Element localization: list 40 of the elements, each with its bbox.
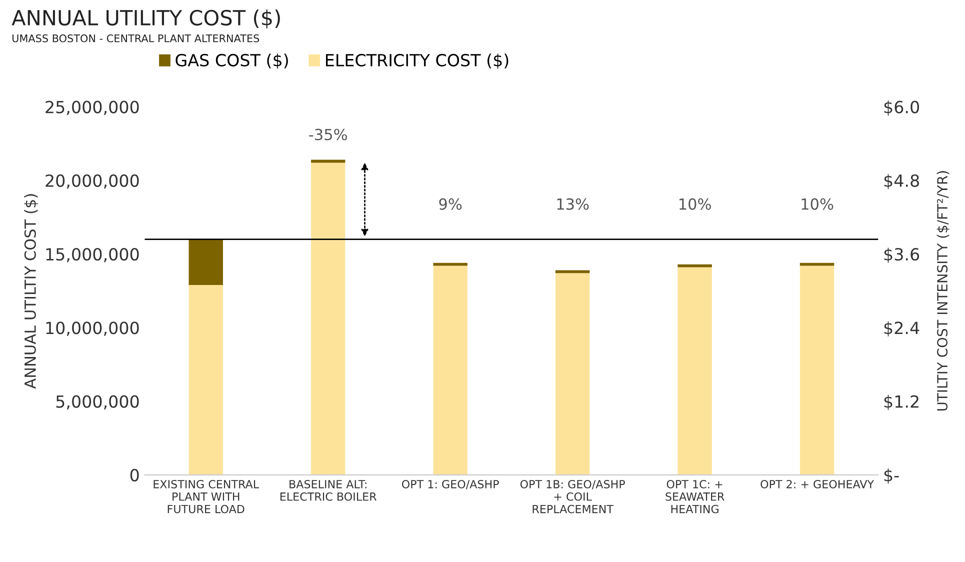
bar bbox=[800, 262, 834, 266]
y-axis-title: ANNUAL UTILTIY COST ($) bbox=[24, 194, 38, 389]
annotation: 9% bbox=[439, 198, 462, 210]
x-tick-label: EXISTING CENTRAL PLANT WITH FUTURE LOAD bbox=[154, 480, 260, 514]
annotation: -35% bbox=[309, 128, 347, 140]
bar bbox=[433, 262, 468, 266]
y2-tick-label: $1.2 bbox=[884, 394, 918, 410]
y2-tick-label: $6.0 bbox=[884, 100, 920, 116]
y-tick-label: 15,000,000 bbox=[46, 248, 139, 262]
y-tick-label: 5,000,000 bbox=[56, 395, 139, 410]
chart-subtitle: UMASS BOSTON - CENTRAL PLANT ALTERNATES bbox=[12, 34, 260, 42]
legend-label: ELECTRICITY COST ($) bbox=[326, 54, 508, 69]
annotation: 13% bbox=[557, 198, 589, 210]
x-tick-label: OPT 1: GEO/ASHP bbox=[402, 480, 499, 490]
y-tick-label: 20,000,000 bbox=[46, 174, 139, 189]
bar bbox=[678, 264, 712, 268]
y2-tick-label: $3.6 bbox=[884, 248, 920, 263]
bar bbox=[188, 284, 223, 475]
y-tick-label: 0 bbox=[130, 468, 139, 482]
y-tick-label: 10,000,000 bbox=[46, 322, 139, 336]
bar bbox=[678, 267, 712, 475]
x-tick-label: OPT 2: + GEOHEAVY bbox=[760, 480, 874, 488]
bar bbox=[555, 270, 590, 274]
y2-tick-label: $- bbox=[884, 468, 899, 484]
annotation: 10% bbox=[802, 198, 834, 210]
y-tick-label: 25,000,000 bbox=[46, 100, 139, 116]
x-tick-label: OPT 1B: GEO/ASHP + COIL REPLACEMENT bbox=[520, 480, 625, 514]
chart-title: ANNUAL UTILITY COST ($) bbox=[12, 9, 280, 28]
y2-tick-label: $2.4 bbox=[884, 321, 920, 336]
y2-tick-label: $4.8 bbox=[884, 174, 919, 190]
y2-axis-title: UTILTIY COST INTENSITY ($/FT²/YR) bbox=[936, 171, 950, 411]
legend-label: GAS COST ($) bbox=[176, 54, 288, 69]
bar bbox=[188, 239, 223, 285]
x-tick-label: OPT 1C: + SEAWATER HEATING bbox=[666, 480, 724, 514]
bar bbox=[433, 266, 468, 475]
bar bbox=[800, 266, 834, 475]
annotation: 10% bbox=[680, 198, 711, 210]
bar bbox=[555, 273, 590, 475]
x-tick-label: BASELINE ALT: ELECTRIC BOILER bbox=[280, 480, 376, 501]
bar bbox=[310, 162, 346, 475]
